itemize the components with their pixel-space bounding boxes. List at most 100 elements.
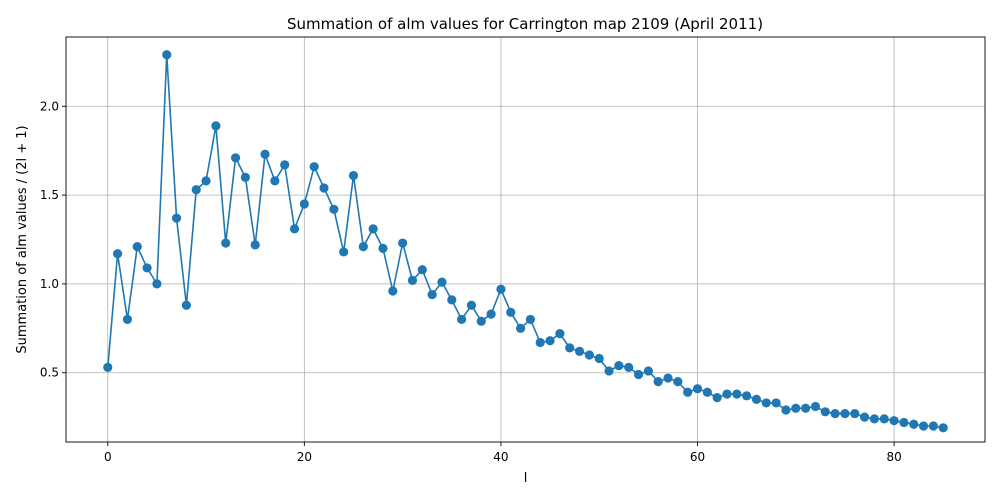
data-point — [280, 160, 290, 170]
data-point — [398, 238, 408, 248]
data-point — [486, 309, 496, 319]
data-point — [555, 329, 565, 339]
data-point — [152, 279, 162, 289]
data-point — [417, 265, 427, 275]
data-point — [181, 300, 191, 310]
data-point — [476, 316, 486, 326]
data-point — [732, 389, 742, 399]
data-point — [201, 176, 211, 186]
data-point — [928, 421, 939, 431]
data-point — [496, 284, 506, 294]
data-point — [299, 199, 309, 209]
data-point — [683, 387, 693, 397]
data-point — [643, 366, 653, 376]
y-tick-label: 0.5 — [40, 366, 59, 380]
x-tick-label: 20 — [297, 450, 312, 464]
data-point — [211, 121, 221, 131]
data-point — [319, 183, 329, 193]
data-point — [221, 238, 231, 248]
data-point — [702, 387, 712, 397]
data-point — [348, 170, 359, 181]
data-point — [358, 242, 368, 252]
data-point — [584, 350, 594, 360]
data-point — [850, 408, 860, 419]
plot-frame — [65, 36, 986, 443]
data-point — [171, 213, 182, 223]
data-point — [791, 403, 801, 413]
data-point — [938, 423, 948, 433]
y-tick-label: 1.0 — [40, 277, 59, 291]
data-point — [663, 373, 673, 383]
x-tick-label: 40 — [493, 450, 508, 464]
data-point — [388, 286, 398, 296]
data-point — [230, 153, 241, 163]
x-tick-label: 0 — [104, 450, 112, 464]
data-point — [742, 391, 752, 401]
data-point — [781, 405, 791, 415]
data-point — [633, 369, 644, 380]
data-point — [840, 408, 850, 419]
data-point — [309, 162, 319, 172]
data-point — [653, 377, 663, 387]
data-point — [545, 336, 555, 346]
data-point — [614, 361, 624, 371]
data-point — [368, 224, 378, 234]
data-point — [260, 149, 270, 159]
data-point — [447, 295, 457, 305]
data-point — [506, 307, 516, 317]
data-point — [712, 392, 722, 403]
data-point — [565, 343, 575, 353]
data-point — [604, 366, 614, 376]
data-point — [801, 403, 811, 413]
data-point — [289, 224, 300, 234]
data-point — [820, 407, 830, 417]
data-point — [692, 384, 703, 394]
data-point — [909, 419, 919, 429]
data-point — [525, 314, 536, 325]
data-point — [869, 414, 880, 424]
data-point — [899, 417, 909, 428]
data-point — [574, 346, 585, 357]
data-point — [889, 416, 899, 426]
data-point — [830, 408, 840, 419]
data-point — [515, 323, 526, 333]
data-point — [162, 50, 172, 60]
data-point — [113, 249, 123, 259]
data-points — [103, 50, 948, 433]
series-line — [106, 54, 944, 429]
chart-title: Summation of alm values for Carrington m… — [287, 15, 763, 33]
data-point — [535, 337, 545, 348]
data-point — [594, 353, 604, 364]
data-point — [103, 362, 113, 372]
data-point — [771, 398, 781, 408]
data-point — [270, 176, 280, 186]
data-point — [142, 263, 152, 273]
x-axis-ticks: 0 20 40 60 80 — [104, 442, 902, 464]
data-point — [407, 275, 418, 285]
data-point — [339, 247, 349, 257]
y-axis-label: Summation of alm values / (2l + 1) — [15, 125, 30, 353]
data-point — [673, 377, 683, 387]
x-tick-label: 60 — [690, 450, 705, 464]
x-axis-label: l — [524, 471, 528, 486]
data-point — [378, 243, 388, 253]
data-point — [918, 421, 929, 431]
y-tick-label: 2.0 — [40, 99, 59, 113]
y-tick-label: 1.5 — [40, 188, 59, 202]
data-point — [761, 398, 771, 408]
y-axis-ticks: 0.5 1.0 1.5 2.0 — [40, 99, 66, 380]
x-tick-label: 80 — [886, 450, 901, 464]
data-point — [122, 314, 133, 325]
grid — [66, 37, 985, 442]
data-point — [624, 362, 634, 372]
data-point — [722, 389, 732, 399]
data-point — [810, 401, 821, 412]
data-point — [132, 242, 142, 252]
data-point — [329, 204, 339, 214]
data-point — [240, 172, 250, 182]
data-point — [191, 185, 201, 195]
data-point — [751, 394, 762, 404]
data-point — [879, 414, 889, 424]
data-point — [427, 289, 437, 300]
